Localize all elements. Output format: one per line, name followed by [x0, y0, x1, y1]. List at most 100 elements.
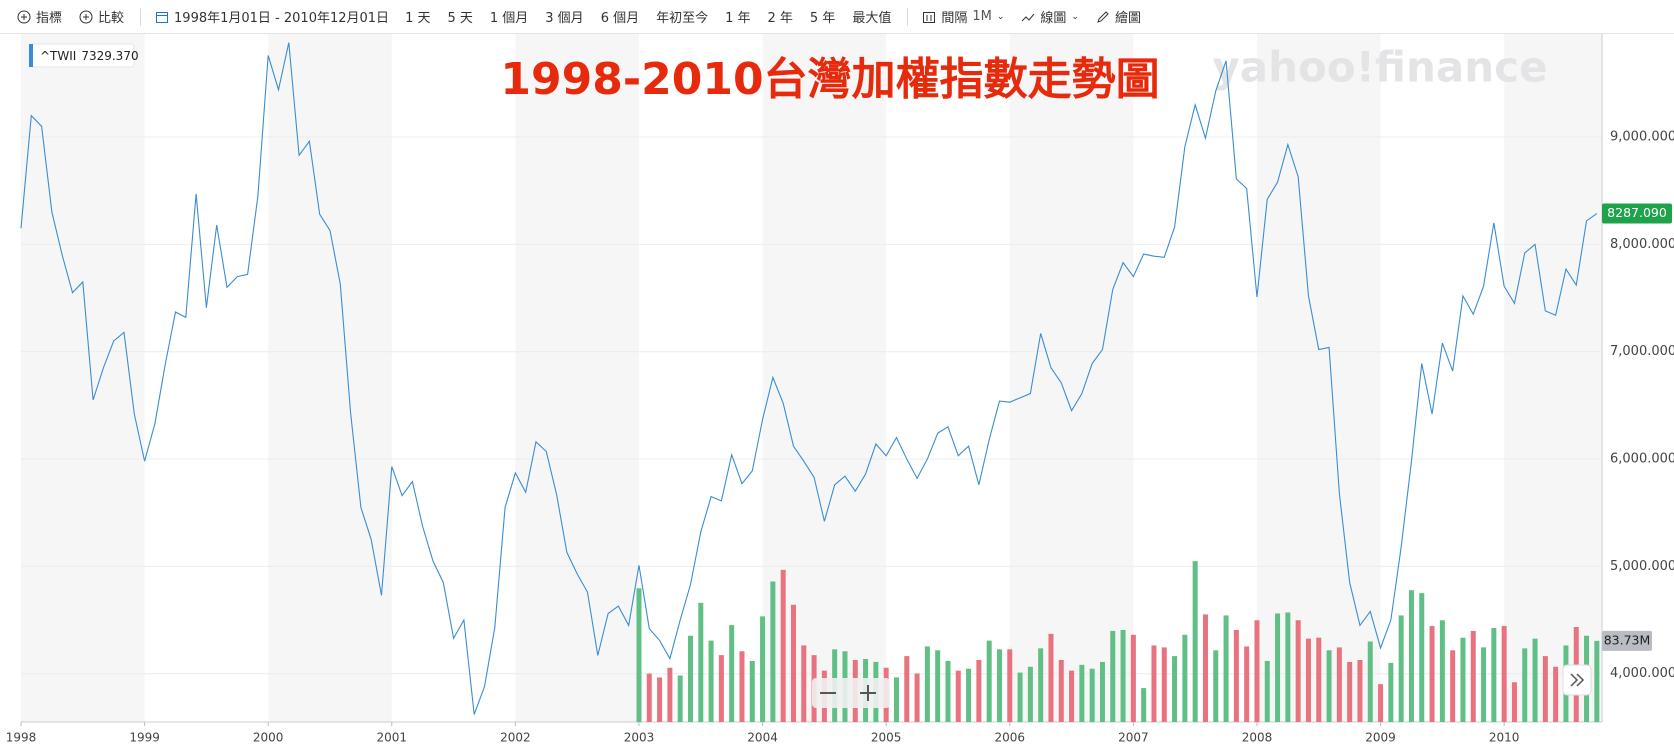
volume-bar [739, 651, 745, 722]
volume-bar [1027, 666, 1033, 722]
volume-bar [677, 675, 683, 722]
volume-bar [1007, 649, 1013, 722]
range-button[interactable]: 2 年 [767, 11, 793, 26]
volume-bar [790, 604, 796, 722]
pencil-icon [1097, 10, 1109, 23]
volume-bar [935, 650, 941, 722]
volume-bar [646, 673, 652, 722]
volume-bar [636, 588, 642, 722]
price-line [20, 42, 1598, 715]
compare-button[interactable]: 比較 [79, 7, 124, 26]
x-tick-label: 2006 [994, 731, 1025, 745]
interval-value: 1M [972, 9, 992, 24]
legend-value: 7329.370 [81, 49, 138, 63]
draw-button[interactable]: 繪圖 [1096, 7, 1141, 26]
x-tick-label: 2007 [1118, 731, 1149, 745]
volume-bar [986, 640, 992, 722]
range-button[interactable]: 1 年 [725, 11, 751, 26]
volume-bar [1378, 684, 1384, 722]
volume-bar [1038, 648, 1044, 722]
x-tick-label: 2010 [1489, 731, 1520, 745]
volume-bar [1336, 647, 1342, 722]
volume-bar [1213, 650, 1219, 722]
volume-bar [1192, 561, 1198, 722]
volume-bar [1182, 634, 1188, 722]
range-button[interactable]: 3 個月 [545, 11, 584, 26]
volume-bar [955, 670, 961, 722]
volume-bar [1347, 661, 1353, 722]
calendar-icon [156, 11, 169, 23]
range-button[interactable]: 5 天 [447, 11, 473, 26]
range-button[interactable]: 1 個月 [489, 11, 529, 26]
range-button[interactable]: 5 年 [809, 11, 836, 26]
volume-bar [1202, 614, 1208, 722]
separator [140, 7, 142, 26]
volume-bar [1172, 656, 1178, 722]
date-range-button[interactable]: 1998年1月01日 - 2010年12月01日 [155, 7, 389, 26]
volume-bar [1058, 659, 1064, 722]
x-tick-label: 1998 [6, 731, 37, 745]
indicators-button[interactable]: 指標 [17, 7, 62, 26]
volume-bar [1542, 656, 1548, 722]
volume-bar [904, 656, 910, 722]
x-tick-label: 2001 [377, 731, 408, 745]
range-button[interactable]: 1 天 [405, 11, 431, 26]
volume-bar [1367, 641, 1373, 722]
volume-bar [770, 581, 776, 722]
interval-icon [923, 11, 936, 23]
volume-bar [1285, 612, 1291, 722]
volume-bar [1532, 638, 1538, 722]
range-button[interactable]: 最大值 [852, 11, 892, 26]
price-badge-label: 8287.090 [1607, 205, 1667, 220]
year-band [1009, 34, 1134, 722]
x-tick-label: 2004 [747, 731, 778, 745]
volume-bar [1511, 682, 1517, 722]
watermark: yahoo!finance [1212, 43, 1547, 92]
volume-bar [966, 668, 972, 722]
volume-bar [1450, 650, 1456, 722]
interval-button[interactable]: 間隔 1M ⌄ [922, 7, 1004, 26]
volume-bar [1491, 628, 1497, 722]
volume-bar [1295, 620, 1301, 722]
range-buttons: 1 天 5 天 1 個月 3 個月 6 個月 年初至今 1 年 2 年 5 年 最大值 [389, 7, 891, 26]
volume-bar [945, 660, 951, 722]
volume-bar [1326, 650, 1332, 722]
range-button[interactable]: 年初至今 [656, 11, 709, 26]
zoom-control [812, 678, 890, 708]
volume-bar [1244, 646, 1250, 722]
y-tick-label: 9,000.000 [1610, 130, 1674, 145]
volume-bar [718, 655, 724, 722]
volume-badge [1602, 630, 1652, 651]
volume-bar [708, 640, 714, 722]
volume-bar [1275, 613, 1281, 722]
legend-stripe [29, 44, 33, 67]
chart-title: 1998-2010台灣加權指數走勢圖 [500, 54, 1159, 105]
y-tick-label: 4,000.000 [1610, 666, 1674, 681]
volume-bar [1099, 661, 1105, 722]
chevron: ⌄ [996, 11, 1005, 22]
year-band [515, 34, 639, 722]
y-tick-label: 8,000.000 [1610, 237, 1674, 252]
volume-bar [1419, 593, 1425, 722]
scroll-right-icon [1570, 673, 1585, 687]
volume-bar [1223, 615, 1229, 722]
chart-type-button[interactable]: 線圖 ⌄ [1021, 7, 1079, 26]
volume-bar [976, 659, 982, 722]
plus-icon [17, 10, 31, 23]
x-tick-label: 2005 [871, 731, 902, 745]
year-band [1256, 34, 1381, 722]
x-tick-label: 2009 [1365, 731, 1396, 745]
year-band [21, 34, 145, 722]
range-button[interactable]: 6 個月 [600, 11, 640, 26]
volume-bar [1305, 638, 1311, 722]
legend-name: ^TWII [40, 49, 76, 63]
chart-type-label: 線圖 [1040, 11, 1067, 26]
volume-bar [698, 602, 704, 722]
volume-badge-label: 83.73M [1604, 632, 1651, 647]
volume-bar [1017, 672, 1023, 722]
zoom-in-icon [860, 685, 876, 701]
volume-bar [1079, 664, 1085, 722]
compare-label: 比較 [98, 11, 125, 26]
volume-bar [1151, 645, 1157, 722]
